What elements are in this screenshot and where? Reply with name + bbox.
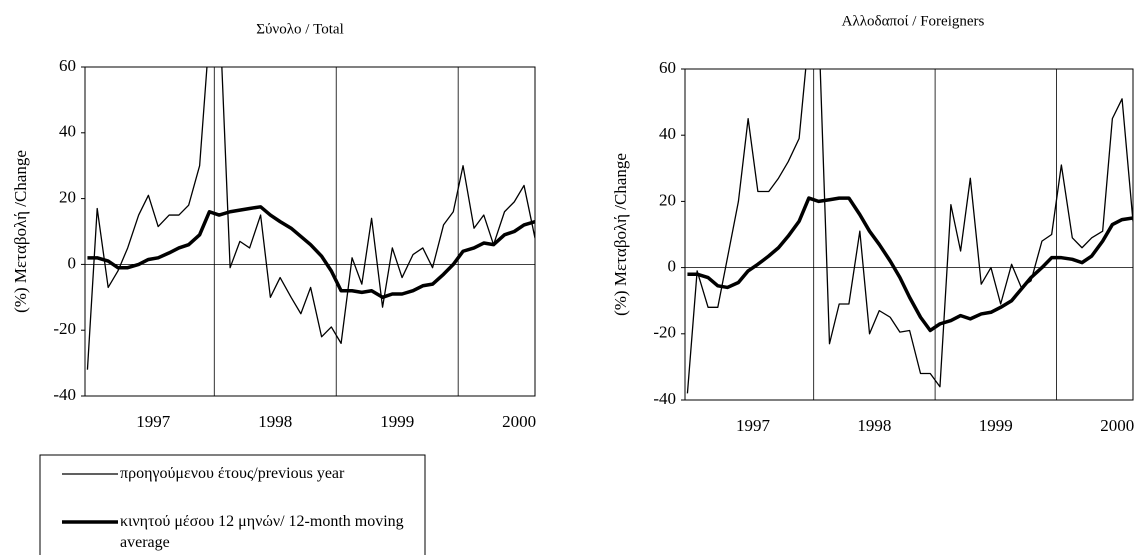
legend-label: προηγούμενου έτους/previous year: [120, 465, 345, 482]
legend-item: κινητού μέσου 12 μηνών/ 12-month moving …: [120, 513, 404, 551]
plot-area: [686, 69, 1133, 394]
x-tick-label: 1997: [736, 416, 771, 435]
x-tick-label: 1998: [857, 416, 891, 435]
plot-frame: [84, 66, 536, 397]
y-tick-label: -40: [653, 389, 676, 408]
y-tick-label: 20: [659, 190, 676, 209]
x-tick-label: 2000: [502, 412, 536, 431]
legend-item: προηγούμενου έτους/previous year: [120, 465, 345, 482]
y-tick-label: 0: [668, 257, 677, 276]
legend-label: κινητού μέσου 12 μηνών/ 12-month moving …: [120, 513, 404, 551]
y-tick-label: 0: [68, 253, 77, 272]
legend-box: [39, 454, 426, 555]
series-line: [686, 69, 1133, 394]
x-tick-label: 1997: [136, 412, 171, 431]
chart-title: Αλλοδαποί / Foreigners: [842, 13, 985, 29]
y-axis-label: (%) Μεταβολή /Change: [11, 150, 30, 313]
y-tick-label: 40: [59, 122, 76, 141]
series-line: [687, 196, 1133, 333]
plot-frame: [684, 68, 1134, 401]
y-tick-label: 40: [659, 124, 676, 143]
y-tick-label: -20: [53, 319, 76, 338]
series-line: [86, 67, 535, 370]
y-tick-label: -40: [53, 385, 76, 404]
y-tick-label: 60: [659, 58, 676, 77]
y-tick-label: -20: [653, 323, 676, 342]
x-tick-label: 1999: [380, 412, 414, 431]
y-axis-label: (%) Μεταβολή /Change: [611, 153, 630, 316]
y-tick-label: 60: [59, 56, 76, 75]
x-tick-label: 1999: [979, 416, 1013, 435]
x-tick-label: 1998: [258, 412, 292, 431]
chart-title: Σύνολο / Total: [256, 21, 344, 37]
y-tick-label: 20: [59, 188, 76, 207]
series-line: [87, 205, 535, 300]
x-tick-label: 2000: [1100, 416, 1134, 435]
plot-area: [86, 67, 535, 370]
